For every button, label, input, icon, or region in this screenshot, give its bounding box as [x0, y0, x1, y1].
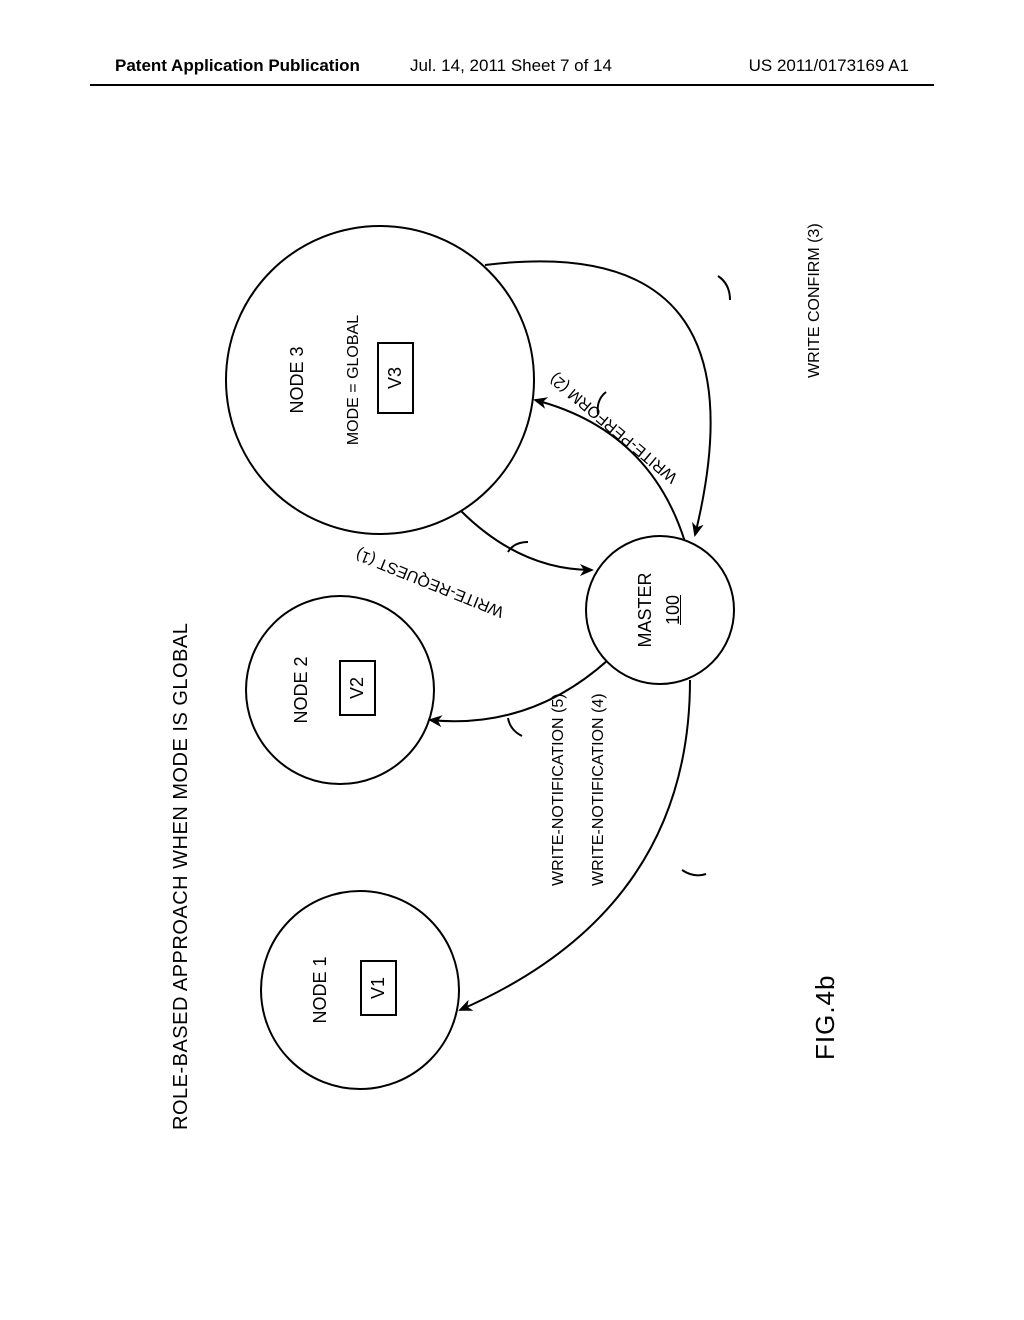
node-3-mode-label: MODE = GLOBAL: [345, 227, 363, 533]
header-left: Patent Application Publication: [115, 56, 360, 76]
node-3: NODE 3 MODE = GLOBAL V3: [225, 225, 535, 535]
page-header: Patent Application Publication Jul. 14, …: [0, 56, 1024, 80]
node-1-vbox: V1: [360, 960, 397, 1016]
node-3-vbox: V3: [377, 342, 414, 414]
master-node: MASTER 100: [585, 535, 735, 685]
node-1: NODE 1 V1: [260, 890, 460, 1090]
edge-label-write-confirm: WRITE CONFIRM (3): [806, 223, 824, 378]
node-2: NODE 2 V2: [245, 595, 435, 785]
master-label: MASTER: [635, 537, 656, 683]
node-2-label: NODE 2: [291, 597, 312, 783]
edge-write-notification-4: [460, 680, 690, 1010]
header-rule: [90, 84, 934, 86]
rotation-layer: ROLE-BASED APPROACH WHEN MODE IS GLOBAL: [130, 160, 890, 1170]
edge-write-request: [460, 510, 592, 570]
header-center: Jul. 14, 2011 Sheet 7 of 14: [410, 56, 612, 76]
header-right: US 2011/0173169 A1: [749, 56, 909, 76]
diagram: ROLE-BASED APPROACH WHEN MODE IS GLOBAL: [130, 160, 890, 1170]
edge-label-write-notification-4: WRITE-NOTIFICATION (4): [590, 693, 608, 886]
figure-frame: ROLE-BASED APPROACH WHEN MODE IS GLOBAL: [130, 160, 890, 1170]
node-3-label: NODE 3: [287, 227, 308, 533]
node-1-label: NODE 1: [310, 892, 331, 1088]
figure-caption: FIG.4b: [810, 975, 841, 1060]
master-number: 100: [663, 537, 684, 683]
page: Patent Application Publication Jul. 14, …: [0, 0, 1024, 1320]
edge-write-notification-5: [430, 660, 608, 721]
edge-label-write-notification-5: WRITE-NOTIFICATION (5): [550, 693, 568, 886]
node-2-vbox: V2: [339, 660, 376, 716]
